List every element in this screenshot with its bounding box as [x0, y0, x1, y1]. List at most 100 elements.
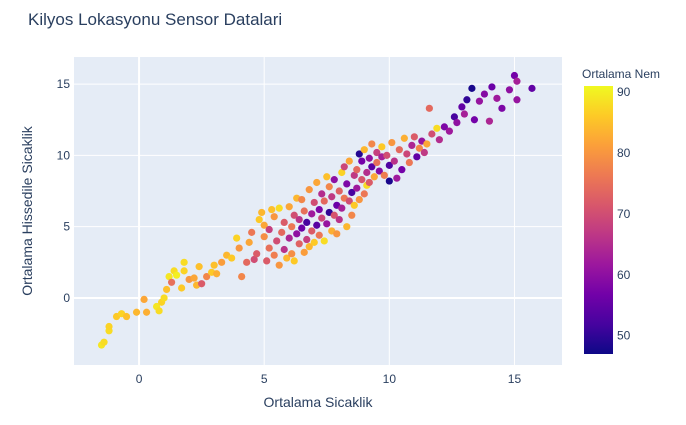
- data-point: [333, 230, 341, 238]
- data-point: [190, 274, 198, 282]
- data-point: [353, 184, 361, 192]
- x-axis-title: Ortalama Sicaklik: [264, 394, 374, 410]
- data-point: [320, 197, 328, 205]
- data-point: [268, 205, 276, 214]
- data-point: [470, 116, 479, 124]
- x-tick-label: 5: [261, 372, 268, 386]
- data-point: [140, 295, 148, 304]
- data-point: [245, 238, 253, 246]
- data-point: [265, 244, 273, 252]
- data-point: [300, 248, 308, 256]
- data-point: [305, 186, 313, 194]
- data-point: [318, 190, 326, 198]
- data-point: [270, 251, 278, 259]
- data-point: [270, 213, 278, 221]
- y-axis-ticks: 0 5 10 15: [57, 77, 71, 305]
- data-point: [498, 104, 506, 112]
- data-point: [360, 146, 368, 154]
- data-point: [315, 205, 323, 214]
- y-tick-label: 15: [57, 77, 71, 91]
- data-point: [385, 161, 393, 169]
- colorbar-ticks: 90 80 70 60 50: [617, 85, 631, 343]
- data-point: [180, 267, 188, 275]
- data-point: [330, 211, 338, 219]
- data-point: [383, 151, 391, 159]
- data-point: [408, 141, 416, 150]
- data-point: [458, 103, 466, 111]
- data-point: [325, 183, 333, 191]
- data-point: [510, 71, 519, 80]
- data-point: [178, 284, 186, 292]
- y-tick-label: 5: [63, 220, 70, 234]
- data-point: [168, 278, 176, 286]
- data-point: [258, 208, 266, 217]
- data-point: [283, 254, 291, 262]
- data-point: [388, 138, 396, 147]
- data-point: [480, 90, 489, 98]
- data-point: [335, 187, 343, 195]
- data-point: [370, 173, 378, 181]
- x-axis-ticks: 0 5 10 15: [136, 372, 522, 386]
- colorbar-title: Ortalama Nem: [582, 67, 660, 81]
- data-point: [280, 218, 288, 227]
- data-point: [365, 154, 373, 162]
- data-point: [348, 188, 356, 197]
- data-point: [248, 228, 256, 236]
- x-tick-label: 10: [383, 372, 397, 386]
- x-tick-label: 15: [508, 372, 522, 386]
- data-point: [100, 338, 108, 346]
- data-point: [132, 308, 141, 316]
- data-point: [250, 255, 258, 264]
- data-point: [300, 207, 308, 215]
- data-point: [485, 117, 494, 125]
- data-point: [313, 221, 321, 229]
- data-point: [393, 174, 401, 182]
- data-point: [395, 146, 403, 154]
- data-point: [243, 258, 251, 266]
- data-point: [305, 243, 313, 251]
- data-point: [505, 86, 514, 94]
- data-point: [450, 113, 458, 121]
- data-point: [410, 133, 418, 141]
- data-point: [290, 211, 298, 219]
- data-point: [340, 163, 348, 171]
- data-point: [385, 177, 393, 185]
- data-point: [420, 148, 428, 157]
- data-point: [285, 203, 293, 211]
- data-point: [390, 157, 398, 165]
- data-point: [513, 77, 521, 85]
- data-point: [160, 294, 168, 302]
- data-point: [263, 257, 271, 265]
- data-point: [373, 158, 381, 167]
- data-point: [318, 214, 326, 222]
- data-point: [238, 272, 246, 281]
- data-point: [255, 215, 263, 224]
- data-point: [353, 166, 361, 174]
- data-point: [275, 261, 283, 269]
- data-point: [180, 258, 188, 266]
- data-points: [97, 71, 536, 349]
- colorbar-tick-label: 80: [617, 146, 631, 160]
- data-point: [375, 167, 383, 175]
- data-point: [365, 178, 373, 187]
- data-point: [295, 215, 303, 224]
- data-point: [122, 312, 131, 321]
- data-point: [105, 322, 113, 331]
- data-point: [415, 144, 423, 152]
- data-point: [378, 143, 386, 151]
- data-point: [280, 245, 288, 254]
- chart-title: Kilyos Lokasyonu Sensor Datalari: [28, 10, 282, 29]
- data-point: [350, 171, 358, 179]
- data-point: [475, 97, 484, 105]
- data-point: [320, 237, 328, 245]
- data-point: [460, 110, 468, 118]
- data-point: [368, 140, 376, 148]
- colorbar: [584, 86, 613, 354]
- data-point: [425, 104, 433, 112]
- data-point: [298, 224, 306, 232]
- data-point: [468, 84, 476, 92]
- data-point: [345, 197, 353, 205]
- data-point: [253, 250, 261, 258]
